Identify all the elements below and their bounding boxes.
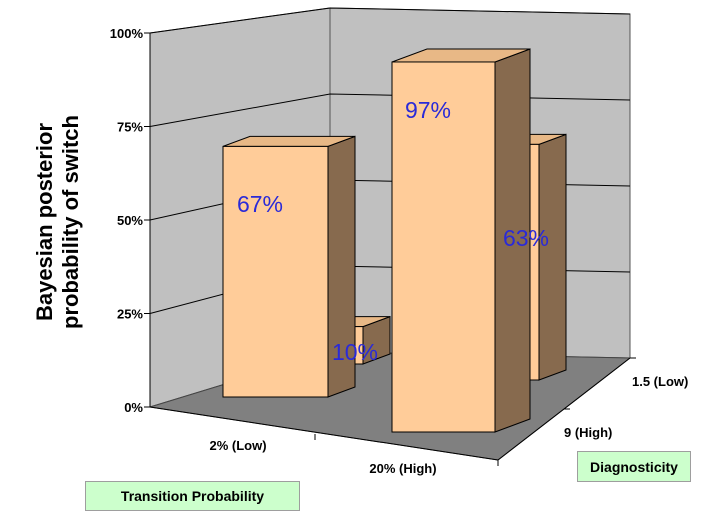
x-axis-title: Transition Probability (85, 481, 300, 511)
data-labels: 10% 63% 67% 97% (237, 97, 549, 365)
data-label: 67% (237, 191, 283, 217)
bar-front (391, 61, 496, 433)
bars (222, 48, 567, 433)
depth-tick-label-low: 1.5 (Low) (632, 374, 688, 389)
y-tick-label: 25% (117, 307, 143, 322)
x-tick-label-low: 2% (Low) (209, 438, 266, 453)
data-label: 63% (503, 225, 549, 251)
bar-front (222, 145, 329, 398)
y-tick-label: 0% (124, 400, 143, 415)
x-axis-line (149, 406, 499, 461)
y-axis: 0% 25% 50% 75% 100% (110, 26, 151, 415)
depth-axis-title: Diagnosticity (577, 451, 691, 482)
gridline (149, 7, 631, 34)
depth-tick-label-high: 9 (High) (564, 425, 612, 440)
y-tick-label: 75% (117, 120, 143, 135)
y-tick-label: 50% (117, 213, 143, 228)
data-label: 10% (332, 339, 378, 365)
y-axis-title-line2: probability of switch (58, 115, 83, 329)
y-tick-label: 100% (110, 26, 144, 41)
x-tick-label-high: 20% (High) (369, 461, 436, 476)
data-label: 97% (405, 97, 451, 123)
bar-side (538, 133, 567, 381)
y-axis-title-line1: Bayesian posterior (32, 123, 57, 322)
